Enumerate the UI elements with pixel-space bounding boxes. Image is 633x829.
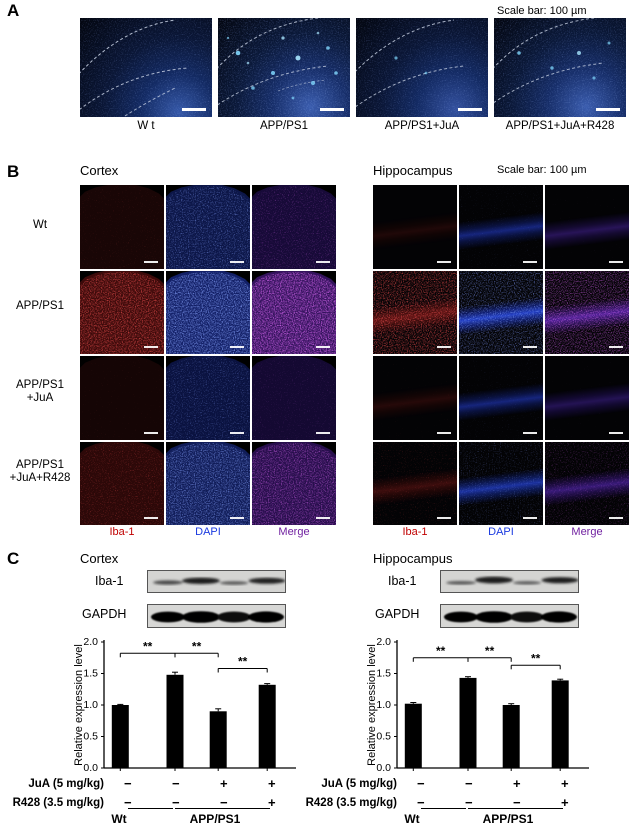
svg-text:0.5: 0.5 <box>83 731 98 743</box>
svg-text:**: ** <box>143 639 153 653</box>
svg-text:2.0: 2.0 <box>83 636 98 648</box>
svg-text:0.5: 0.5 <box>376 731 391 743</box>
svg-text:**: ** <box>485 644 495 658</box>
svg-text:1.0: 1.0 <box>376 699 391 711</box>
svg-text:**: ** <box>436 644 446 658</box>
svg-text:**: ** <box>192 639 202 653</box>
svg-text:0.0: 0.0 <box>83 762 98 774</box>
svg-text:Relative expression level: Relative expression level <box>366 644 378 766</box>
svg-text:**: ** <box>238 655 248 669</box>
svg-text:Relative expression level: Relative expression level <box>73 644 85 766</box>
svg-text:1.5: 1.5 <box>376 668 391 680</box>
svg-text:1.5: 1.5 <box>83 668 98 680</box>
svg-text:2.0: 2.0 <box>376 636 391 648</box>
svg-text:**: ** <box>531 651 541 665</box>
svg-text:0.0: 0.0 <box>376 762 391 774</box>
svg-text:1.0: 1.0 <box>83 699 98 711</box>
